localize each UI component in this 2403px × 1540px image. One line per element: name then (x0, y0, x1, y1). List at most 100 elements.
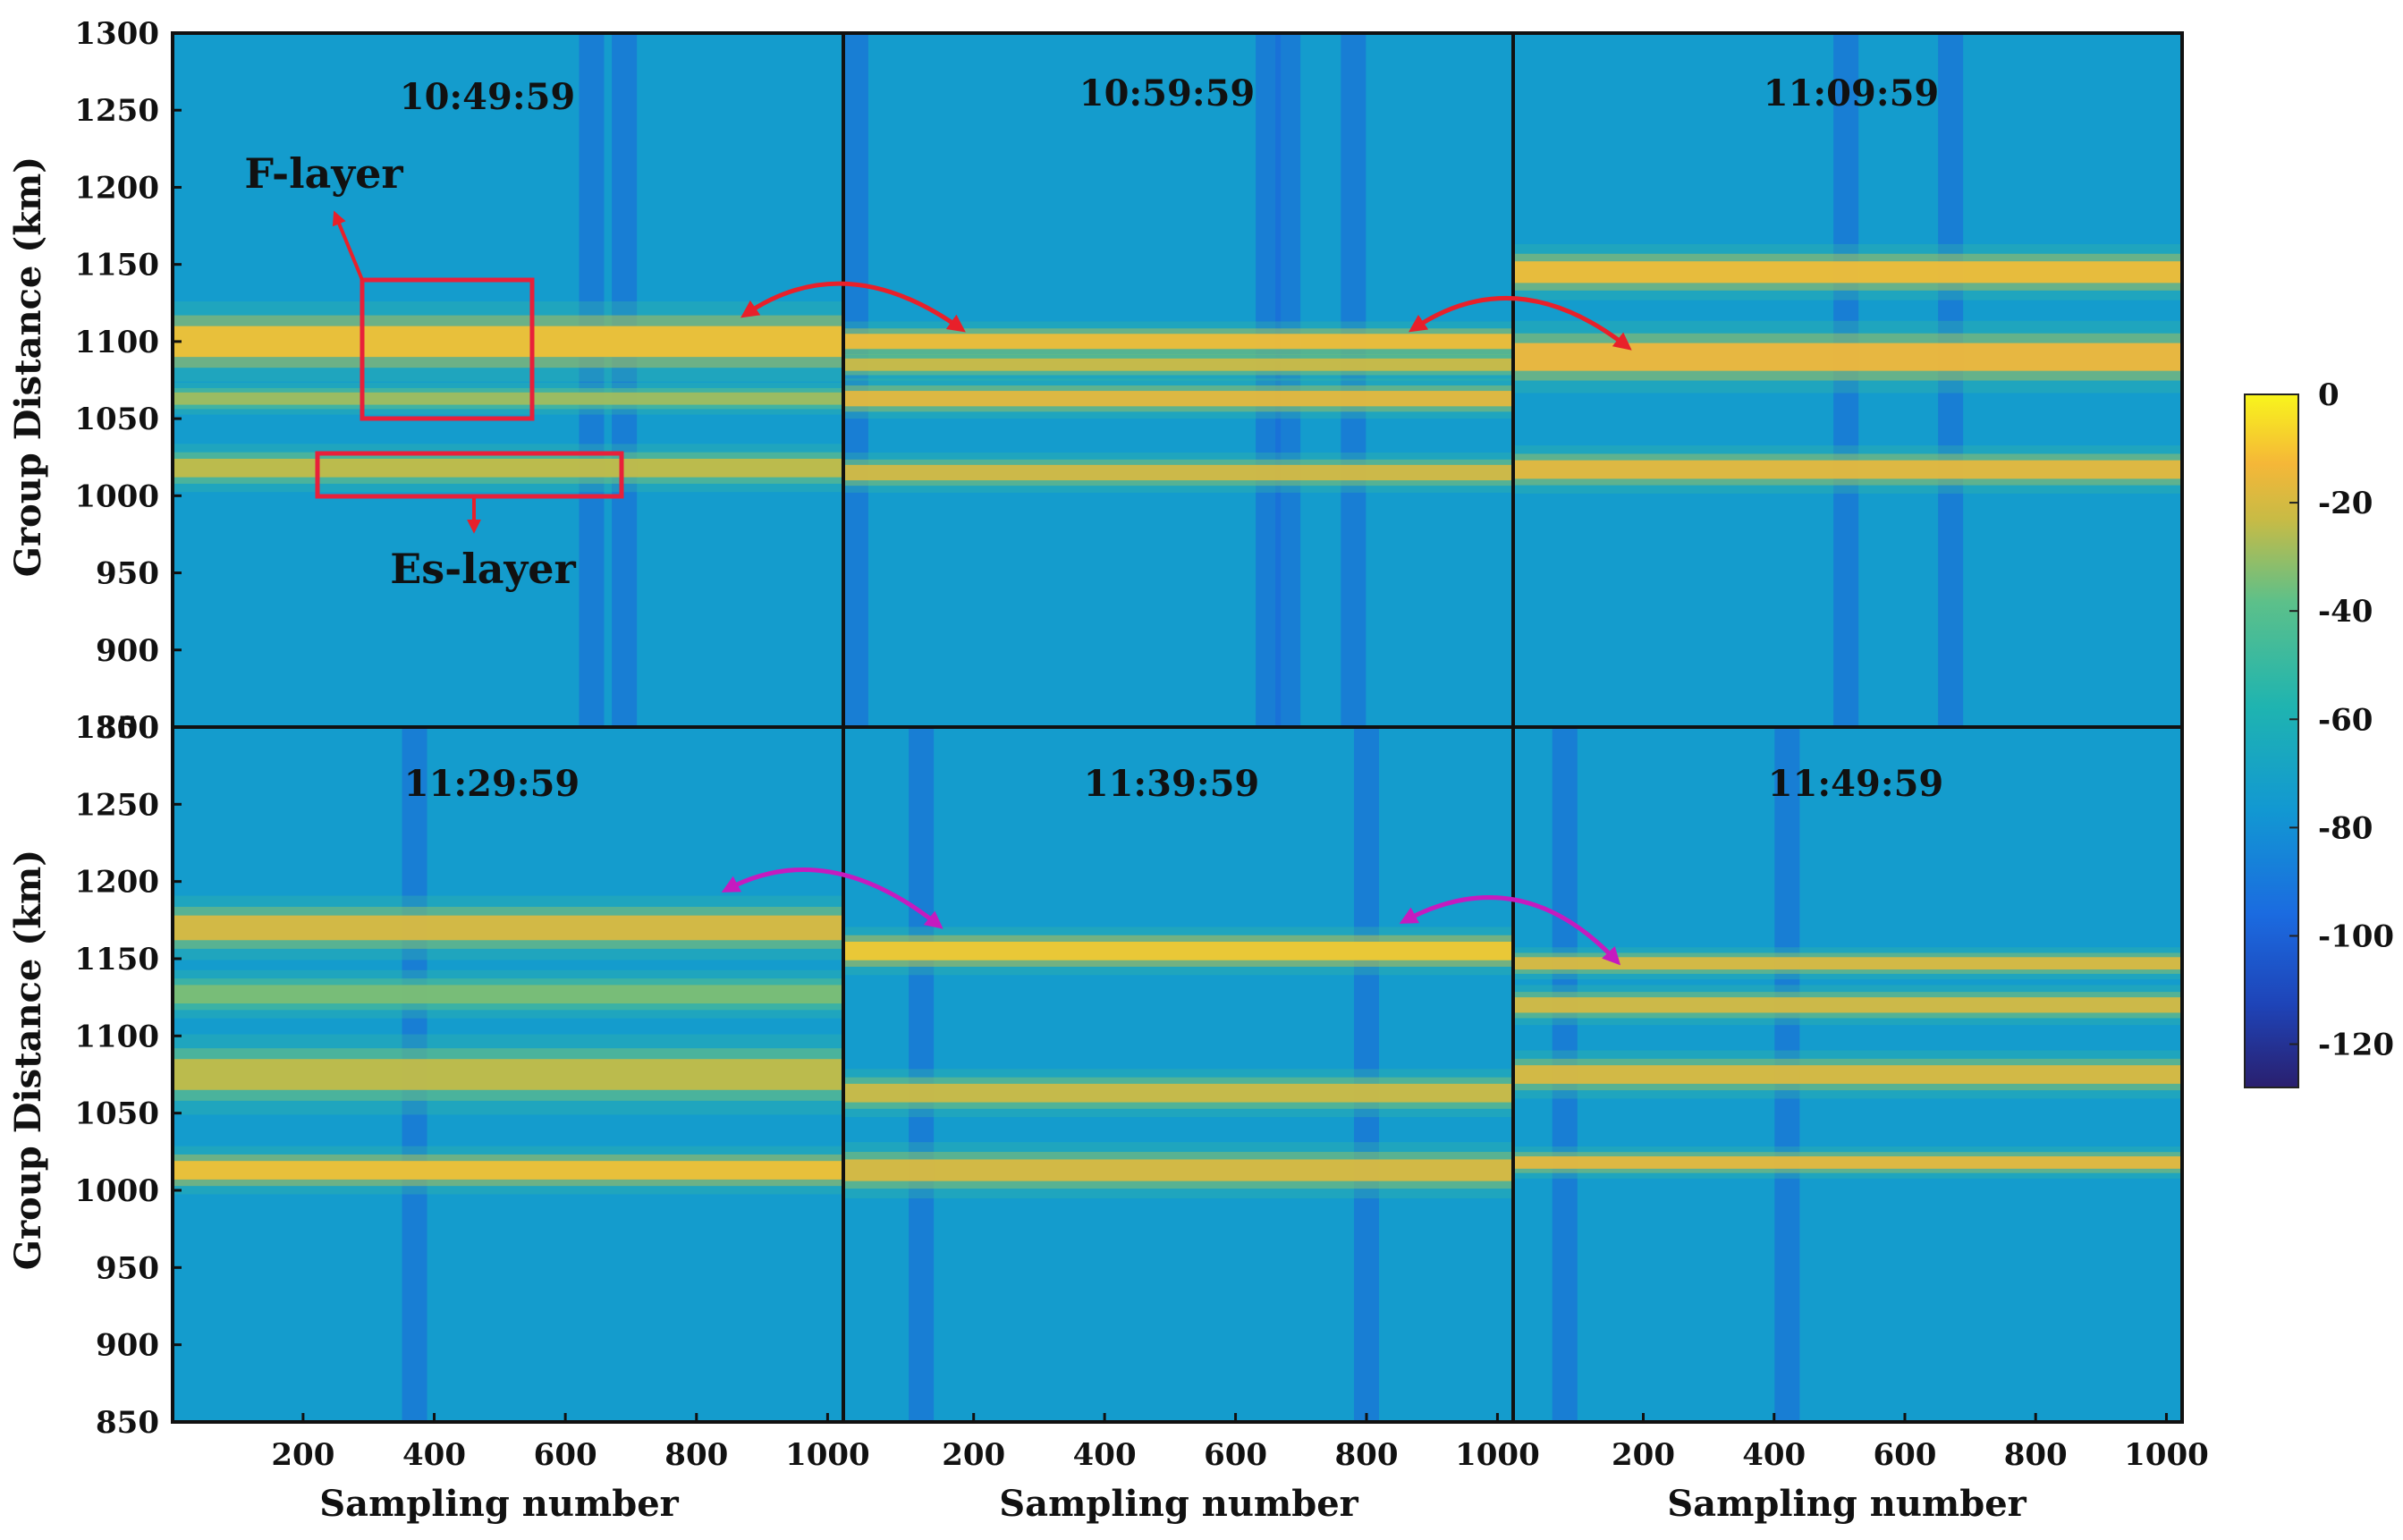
panel-time-2: 10:59:59 (1079, 72, 1256, 114)
band-1-core (1513, 957, 2182, 970)
y-tick-label: 950 (96, 556, 159, 592)
x-tick-label: 200 (271, 1437, 334, 1473)
x-tick-label: 800 (1335, 1437, 1399, 1473)
annotations: F-layer Es-layer (244, 149, 1632, 966)
es-layer-box (315, 451, 624, 499)
band-2-core (843, 1083, 1513, 1103)
y-tick-label: 850 (96, 710, 159, 746)
colorbar-tick-label: -120 (2318, 1028, 2394, 1063)
x-tick-label: 800 (2004, 1437, 2068, 1473)
y-tick-label: 1150 (74, 942, 159, 977)
y-tick-label: 900 (96, 633, 159, 669)
arrow-top-1 (740, 281, 966, 333)
heatmap-panel-1 (171, 31, 845, 729)
colorbar-tick-label: -60 (2318, 702, 2373, 738)
y-tick-label: 1100 (74, 325, 159, 360)
y-tick-label: 1000 (74, 478, 159, 514)
y-tick-label: 1050 (74, 402, 159, 437)
heatmap-panels (171, 31, 2184, 1424)
y-tick-label: 1200 (74, 170, 159, 206)
x-tick-label: 800 (664, 1437, 728, 1473)
band-2-core (1513, 343, 2182, 371)
x-tick-label: 600 (1873, 1437, 1936, 1473)
dark-column-4 (1341, 33, 1366, 727)
panel-border (1511, 725, 2184, 1424)
x-tick-label: 200 (942, 1437, 1005, 1473)
colorbar-tick-label: 0 (2318, 377, 2340, 413)
y-tick-label: 1250 (74, 93, 159, 129)
y-tick-label: 1050 (74, 1096, 159, 1132)
y-tick-label: 1200 (74, 865, 159, 901)
y-tick-label: 1250 (74, 787, 159, 823)
heatmap-panel-3 (1511, 31, 2184, 729)
x-tick-label: 1000 (2124, 1437, 2209, 1473)
colorbar: 0 -20 -40 -60 -80 -100 -120 (2244, 377, 2394, 1088)
x-axis-title-2: Sampling number (999, 1483, 1358, 1525)
es-layer-label: Es-layer (390, 545, 576, 593)
band-3-core (173, 1059, 843, 1090)
axes: 8509009501000105011001150120012501300850… (74, 16, 2208, 1473)
band-2-core (173, 985, 843, 1004)
band-4-core (173, 1161, 843, 1180)
y-axis-title-bottom: Group Distance (km) (7, 850, 49, 1270)
band-2-core (1513, 997, 2182, 1013)
band-4-core (843, 464, 1513, 481)
x-tick-label: 400 (1742, 1437, 1806, 1473)
dark-column-1 (579, 33, 605, 727)
panel-background (173, 33, 843, 727)
x-axis-title-3: Sampling number (1667, 1483, 2026, 1525)
panel-time-1: 10:49:59 (400, 76, 576, 118)
arrow-bottom-2 (1399, 895, 1621, 966)
band-4-core (1513, 1156, 2182, 1169)
dark-column-2 (612, 33, 638, 727)
band-1-core (173, 915, 843, 941)
panel-background (843, 727, 1513, 1422)
band-3-core (1513, 1065, 2182, 1084)
x-axis-title-1: Sampling number (319, 1483, 679, 1525)
x-tick-label: 1000 (785, 1437, 870, 1473)
band-2-core (843, 358, 1513, 371)
y-tick-label: 1000 (74, 1173, 159, 1209)
heatmap-panel-6 (1511, 725, 2184, 1424)
dark-column-1 (842, 33, 868, 727)
heatmap-panel-5 (842, 725, 1515, 1424)
band-2-core (173, 392, 843, 405)
x-tick-label: 600 (534, 1437, 597, 1473)
x-tick-label: 400 (1073, 1437, 1137, 1473)
dark-column-3 (1275, 33, 1301, 727)
y-tick-label: 950 (96, 1250, 159, 1286)
f-layer-pointer (332, 210, 364, 281)
arrow-bottom-1 (721, 867, 943, 929)
f-layer-box (360, 277, 535, 421)
heatmap-panel-4 (171, 725, 845, 1424)
x-tick-label: 200 (1612, 1437, 1675, 1473)
band-1-core (1513, 261, 2182, 283)
x-tick-label: 1000 (1455, 1437, 1540, 1473)
panel-background (843, 33, 1513, 727)
band-1-core (843, 942, 1513, 960)
band-3-core (173, 458, 843, 478)
arrow-top-2 (1409, 296, 1632, 351)
colorbar-tick-label: -20 (2318, 486, 2373, 521)
dark-column-2 (1353, 727, 1379, 1422)
y-tick-label: 1300 (74, 710, 159, 746)
band-1-core (173, 326, 843, 358)
colorbar-tick-label: -40 (2318, 594, 2373, 630)
y-tick-label: 900 (96, 1328, 159, 1364)
f-layer-label: F-layer (244, 149, 403, 198)
y-tick-label: 1100 (74, 1019, 159, 1054)
panel-time-4: 11:29:59 (404, 763, 580, 805)
y-axis-title-top: Group Distance (km) (7, 157, 49, 577)
y-tick-label: 1150 (74, 248, 159, 283)
x-tick-label: 600 (1204, 1437, 1267, 1473)
y-tick-label: 850 (96, 1405, 159, 1441)
x-tick-label: 400 (402, 1437, 466, 1473)
colorbar-gradient (2244, 393, 2299, 1088)
band-3-core (843, 1159, 1513, 1181)
band-3-core (1513, 460, 2182, 479)
panel-time-6: 11:49:59 (1768, 763, 1944, 805)
heatmap-panel-2 (842, 31, 1515, 729)
colorbar-tick-label: -100 (2318, 918, 2394, 954)
band-1-core (843, 334, 1513, 350)
